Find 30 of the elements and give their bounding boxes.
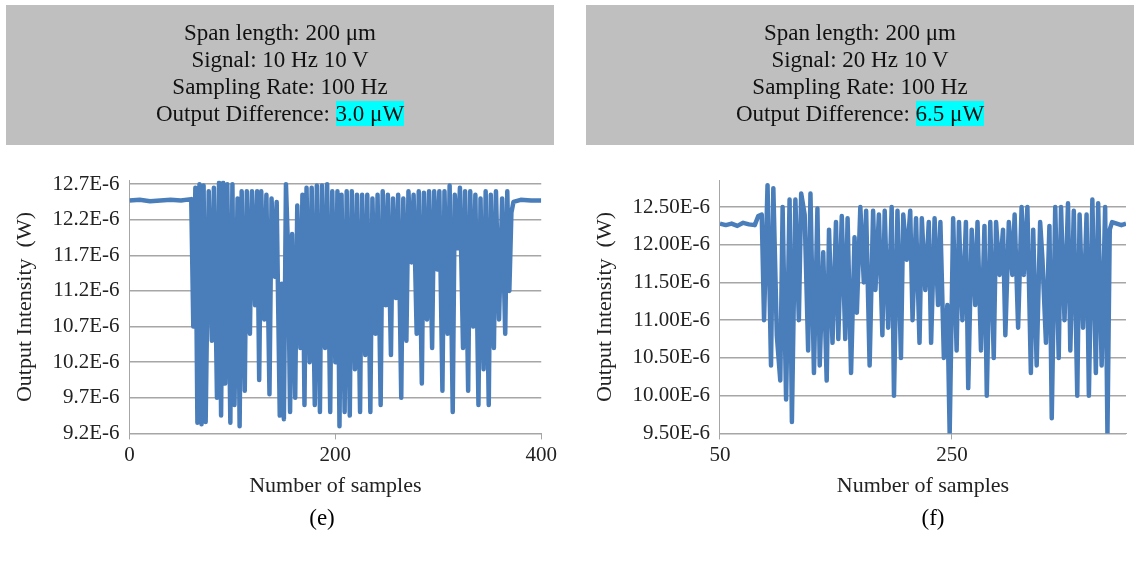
- y-tick-label: 12.2E-6: [52, 206, 120, 231]
- text: (e): [308, 505, 336, 531]
- chart-title: Span length: 200 μm: [763, 19, 957, 46]
- x-tick-label: 50: [709, 441, 731, 466]
- chart-subtitle: Signal: 20 Hz 10 V Sampling Rate: 100 Hz Output Difference: 6.5 μW: [734, 46, 986, 126]
- y-tick-label: 12.00E-6: [632, 231, 710, 256]
- x-tick-label: 400: [525, 441, 557, 466]
- y-tick-label: 10.00E-6: [632, 382, 710, 407]
- x-axis-title: Number of samples: [836, 471, 1010, 497]
- x-axis-title: Number of samples: [249, 471, 422, 497]
- y-tick-label: 9.2E-6: [62, 419, 120, 444]
- y-tick-label: 11.7E-6: [53, 241, 120, 266]
- text: (f): [920, 505, 946, 531]
- chart-subtitle: Signal: 10 Hz 10 V Sampling Rate: 100 Hz Output Difference: 3.0 μW: [154, 46, 406, 126]
- x-tick-label: 250: [936, 441, 968, 466]
- y-tick-label: 11.50E-6: [633, 268, 710, 293]
- y-axis-title: Output Intensity (W): [10, 211, 36, 403]
- y-tick-label: 10.50E-6: [632, 344, 710, 369]
- y-tick-label: 11.2E-6: [53, 277, 120, 302]
- y-tick-label: 9.7E-6: [62, 384, 120, 409]
- y-tick-label: 10.2E-6: [52, 348, 120, 373]
- y-tick-label: 9.50E-6: [642, 419, 710, 444]
- y-tick-label: 10.7E-6: [52, 313, 120, 338]
- y-tick-label: 12.7E-6: [52, 170, 120, 195]
- y-axis-title: Output Intensity (W): [590, 211, 616, 403]
- y-tick-label: 12.50E-6: [632, 193, 710, 218]
- y-tick-label: 11.00E-6: [633, 306, 710, 331]
- x-tick-label: 200: [319, 441, 352, 466]
- chart-title: Span length: 200 μm: [183, 19, 377, 46]
- x-tick-label: 0: [124, 441, 135, 466]
